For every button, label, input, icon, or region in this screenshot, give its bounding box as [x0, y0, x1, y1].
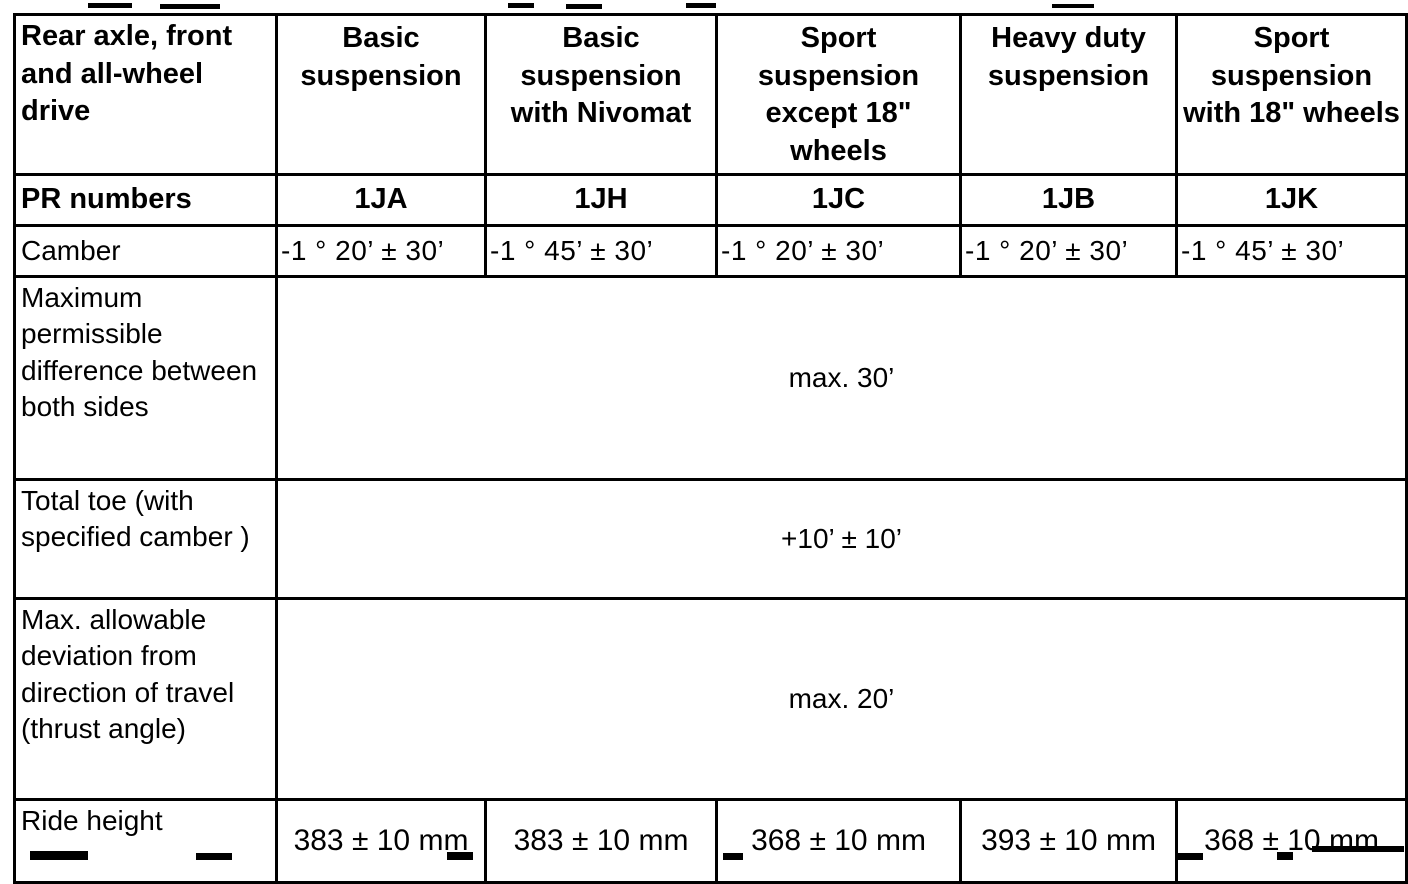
- suspension-spec-table: Rear axle, front and all-wheel drive Bas…: [13, 13, 1408, 884]
- column-header-sport-except-18: Sport suspension except 18" wheels: [715, 13, 962, 176]
- camber-row: Camber -1 ° 20’ ± 30’ -1 ° 45’ ± 30’ -1 …: [13, 223, 1408, 278]
- ride-height-label: Ride height: [13, 797, 278, 884]
- pr-number-cell: 1JA: [275, 172, 487, 227]
- cut-off-text-fragment: [30, 851, 88, 860]
- pr-number-cell: 1JC: [715, 172, 962, 227]
- ride-height-cell: 368 ± 10 mm: [715, 797, 962, 884]
- total-toe-value: +10’ ± 10’: [275, 477, 1408, 600]
- pr-numbers-label: PR numbers: [13, 172, 278, 227]
- camber-label: Camber: [13, 223, 278, 278]
- cut-off-text-fragment: [1277, 852, 1293, 860]
- camber-cell: -1 ° 20’ ± 30’: [715, 223, 962, 278]
- scan-speck: [160, 4, 220, 9]
- ride-height-row: Ride height 383 ± 10 mm 383 ± 10 mm 368 …: [13, 797, 1408, 884]
- total-toe-row: Total toe (with specified camber ) +10’ …: [13, 477, 1408, 600]
- column-header-basic: Basic suspension: [275, 13, 487, 176]
- scan-speck: [1052, 4, 1094, 8]
- scan-speck: [508, 3, 534, 8]
- cut-off-text-fragment: [447, 852, 473, 860]
- camber-cell: -1 ° 45’ ± 30’: [1175, 223, 1408, 278]
- max-difference-value: max. 30’: [275, 274, 1408, 481]
- scan-speck: [566, 4, 602, 9]
- header-row-label: Rear axle, front and all-wheel drive: [13, 13, 278, 176]
- camber-cell: -1 ° 20’ ± 30’: [275, 223, 487, 278]
- pr-number-cell: 1JB: [959, 172, 1178, 227]
- total-toe-label: Total toe (with specified camber ): [13, 477, 278, 600]
- ride-height-cell: 383 ± 10 mm: [275, 797, 487, 884]
- thrust-angle-row: Max. allowable deviation from direction …: [13, 596, 1408, 801]
- ride-height-cell: 383 ± 10 mm: [484, 797, 718, 884]
- pr-number-cell: 1JK: [1175, 172, 1408, 227]
- ride-height-cell: 393 ± 10 mm: [959, 797, 1178, 884]
- cut-off-text-fragment: [196, 853, 232, 860]
- camber-cell: -1 ° 20’ ± 30’: [959, 223, 1178, 278]
- pr-numbers-row: PR numbers 1JA 1JH 1JC 1JB 1JK: [13, 172, 1408, 227]
- thrust-angle-label: Max. allowable deviation from direction …: [13, 596, 278, 801]
- max-difference-label: Maximum permissible difference between b…: [13, 274, 278, 481]
- cut-off-text-fragment: [1175, 853, 1203, 860]
- max-difference-row: Maximum permissible difference between b…: [13, 274, 1408, 481]
- cut-off-text-fragment: [1312, 846, 1404, 852]
- cut-off-text-fragment: [723, 853, 743, 860]
- column-header-basic-nivomat: Basic suspension with Nivomat: [484, 13, 718, 176]
- column-header-sport-with-18: Sport suspension with 18" wheels: [1175, 13, 1408, 176]
- camber-cell: -1 ° 45’ ± 30’: [484, 223, 718, 278]
- pr-number-cell: 1JH: [484, 172, 718, 227]
- ride-height-cell: 368 ± 10 mm: [1175, 797, 1408, 884]
- thrust-angle-value: max. 20’: [275, 596, 1408, 801]
- scan-speck: [686, 3, 716, 8]
- scan-speck: [88, 3, 132, 8]
- column-header-heavy-duty: Heavy duty suspension: [959, 13, 1178, 176]
- header-row: Rear axle, front and all-wheel drive Bas…: [13, 13, 1408, 176]
